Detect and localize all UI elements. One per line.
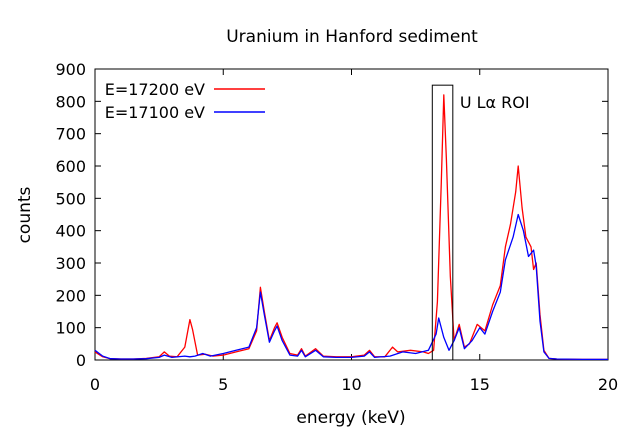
chart-title: Uranium in Hanford sediment — [226, 27, 478, 47]
legend-label: E=17200 eV — [105, 80, 205, 99]
x-axis: 0 5 10 15 20 — [90, 69, 618, 394]
x-axis-label: energy (keV) — [296, 408, 405, 428]
x-tick-label: 15 — [470, 375, 490, 394]
series-line-2 — [94, 213, 608, 361]
x-tick-label: 10 — [341, 375, 361, 394]
y-tick-label: 900 — [55, 60, 86, 79]
y-tick-label: 0 — [76, 351, 86, 370]
y-tick-label: 400 — [55, 222, 86, 241]
y-tick-label: 200 — [55, 286, 86, 305]
legend-label: E=17100 eV — [105, 103, 205, 122]
y-tick-label: 100 — [55, 319, 86, 338]
y-tick-label: 300 — [55, 254, 86, 273]
x-tick-label: 20 — [598, 375, 618, 394]
series-layer — [94, 94, 608, 361]
y-tick-label: 800 — [55, 92, 86, 111]
roi-label: U Lα ROI — [460, 93, 530, 112]
y-axis: 0 100 200 300 400 500 600 700 800 900 — [55, 60, 608, 370]
x-tick-label: 5 — [218, 375, 228, 394]
y-axis-label: counts — [15, 186, 35, 243]
y-tick-label: 600 — [55, 157, 86, 176]
series-line-1 — [94, 94, 608, 361]
roi-box — [431, 84, 454, 361]
y-tick-label: 500 — [55, 189, 86, 208]
y-tick-label: 700 — [55, 125, 86, 144]
annotation-layer: U Lα ROI — [431, 84, 530, 361]
legend: E=17200 eV E=17100 eV — [105, 80, 265, 122]
x-tick-label: 0 — [90, 375, 100, 394]
